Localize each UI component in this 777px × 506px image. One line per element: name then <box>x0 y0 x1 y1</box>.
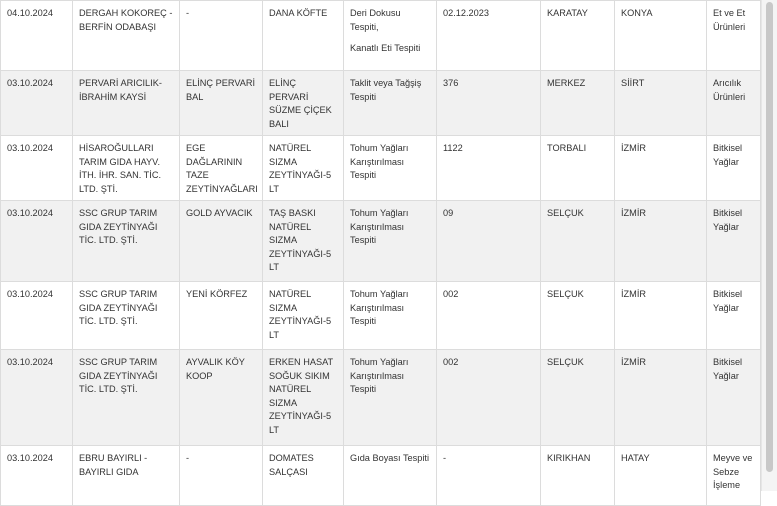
cell-category: Bitkisel Yağlar <box>706 135 761 201</box>
violation-text: Tohum Yağları Karıştırılması Tespiti <box>350 143 409 180</box>
cell-product: TAŞ BASKI NATÜREL SIZMA ZEYTİNYAĞI-5 LT <box>262 200 344 282</box>
cell-date: 03.10.2024 <box>0 200 73 282</box>
cell-lot: 09 <box>436 200 541 282</box>
table-row: 03.10.2024 PERVARİ ARICILIK- İBRAHİM KAYS… <box>0 70 761 136</box>
cell-brand: GOLD AYVACIK <box>179 200 263 282</box>
cell-company: SSC GRUP TARIM GIDA ZEYTİNYAĞI TİC. LTD.… <box>72 281 180 350</box>
cell-company: SSC GRUP TARIM GIDA ZEYTİNYAĞI TİC. LTD.… <box>72 200 180 282</box>
violation-text: Gıda Boyası Tespiti <box>350 453 429 463</box>
cell-lot: 1122 <box>436 135 541 201</box>
cell-district: SELÇUK <box>540 349 615 446</box>
table-row: 03.10.2024 SSC GRUP TARIM GIDA ZEYTİNYAĞI… <box>0 349 761 446</box>
cell-brand: EGE DAĞLARININ TAZE ZEYTİNYAĞLARI <box>179 135 263 201</box>
table-row: 03.10.2024 HİSAROĞULLARI TARIM GIDA HAYV.… <box>0 135 761 201</box>
violation-text: Taklit veya Tağşiş Tespiti <box>350 78 422 102</box>
vertical-scrollbar[interactable] <box>761 0 777 491</box>
cell-brand: ELİNÇ PERVARİ BAL <box>179 70 263 136</box>
cell-city: İZMİR <box>614 349 707 446</box>
cell-city: İZMİR <box>614 200 707 282</box>
cell-category: Bitkisel Yağlar <box>706 281 761 350</box>
cell-lot: 376 <box>436 70 541 136</box>
table-body: 04.10.2024 DERGAH KOKOREÇ - BERFİN ODABAŞ… <box>0 0 761 506</box>
cell-category: Meyve ve Sebze İşleme <box>706 445 761 506</box>
food-violation-table: 04.10.2024 DERGAH KOKOREÇ - BERFİN ODABAŞ… <box>0 0 761 506</box>
cell-date: 03.10.2024 <box>0 349 73 446</box>
cell-product: NATÜREL SIZMA ZEYTİNYAĞI-5 LT <box>262 135 344 201</box>
cell-company: PERVARİ ARICILIK- İBRAHİM KAYSİ <box>72 70 180 136</box>
cell-violation: Tohum Yağları Karıştırılması Tespiti <box>343 200 437 282</box>
cell-company: HİSAROĞULLARI TARIM GIDA HAYV. İTH. İHR.… <box>72 135 180 201</box>
violation-text: Tohum Yağları Karıştırılması Tespiti <box>350 208 409 245</box>
cell-violation: Tohum Yağları Karıştırılması Tespiti <box>343 135 437 201</box>
cell-district: KIRIKHAN <box>540 445 615 506</box>
cell-violation: Tohum Yağları Karıştırılması Tespiti <box>343 281 437 350</box>
cell-company: EBRU BAYIRLI - BAYIRLI GIDA <box>72 445 180 506</box>
violation-text: Tohum Yağları Karıştırılması Tespiti <box>350 289 409 326</box>
cell-district: KARATAY <box>540 0 615 71</box>
cell-product: ELİNÇ PERVARİ SÜZME ÇİÇEK BALI <box>262 70 344 136</box>
cell-category: Bitkisel Yağlar <box>706 200 761 282</box>
cell-brand: AYVALIK KÖY KOOP <box>179 349 263 446</box>
cell-lot: 02.12.2023 <box>436 0 541 71</box>
cell-company: DERGAH KOKOREÇ - BERFİN ODABAŞI <box>72 0 180 71</box>
cell-category: Arıcılık Ürünleri <box>706 70 761 136</box>
cell-district: MERKEZ <box>540 70 615 136</box>
cell-company: SSC GRUP TARIM GIDA ZEYTİNYAĞI TİC. LTD.… <box>72 349 180 446</box>
cell-district: SELÇUK <box>540 281 615 350</box>
table-row: 03.10.2024 SSC GRUP TARIM GIDA ZEYTİNYAĞI… <box>0 281 761 350</box>
cell-violation: Taklit veya Tağşiş Tespiti <box>343 70 437 136</box>
table-row: 03.10.2024 EBRU BAYIRLI - BAYIRLI GIDA - DO… <box>0 445 761 506</box>
cell-city: SİİRT <box>614 70 707 136</box>
cell-district: SELÇUK <box>540 200 615 282</box>
violation-text-second: Kanatlı Eti Tespiti <box>350 43 421 53</box>
cell-brand: YENİ KÖRFEZ <box>179 281 263 350</box>
table-row: 04.10.2024 DERGAH KOKOREÇ - BERFİN ODABAŞ… <box>0 0 761 71</box>
cell-date: 03.10.2024 <box>0 281 73 350</box>
cell-category: Bitkisel Yağlar <box>706 349 761 446</box>
table-row: 03.10.2024 SSC GRUP TARIM GIDA ZEYTİNYAĞI… <box>0 200 761 282</box>
cell-brand: - <box>179 0 263 71</box>
cell-city: KONYA <box>614 0 707 71</box>
cell-lot: 002 <box>436 349 541 446</box>
cell-violation: Deri Dokusu Tespiti, Kanatlı Eti Tespiti <box>343 0 437 71</box>
scrollbar-thumb[interactable] <box>766 2 773 472</box>
cell-brand: - <box>179 445 263 506</box>
cell-product: NATÜREL SIZMA ZEYTİNYAĞI-5 LT <box>262 281 344 350</box>
cell-product: ERKEN HASAT SOĞUK SIKIM NATÜREL SIZMA ZE… <box>262 349 344 446</box>
cell-city: İZMİR <box>614 135 707 201</box>
cell-date: 03.10.2024 <box>0 70 73 136</box>
violation-text: Deri Dokusu Tespiti, <box>350 8 401 32</box>
cell-product: DANA KÖFTE <box>262 0 344 71</box>
cell-date: 04.10.2024 <box>0 0 73 71</box>
cell-lot: 002 <box>436 281 541 350</box>
cell-date: 03.10.2024 <box>0 445 73 506</box>
cell-violation: Tohum Yağları Karıştırılması Tespiti <box>343 349 437 446</box>
cell-city: İZMİR <box>614 281 707 350</box>
cell-district: TORBALI <box>540 135 615 201</box>
cell-city: HATAY <box>614 445 707 506</box>
cell-date: 03.10.2024 <box>0 135 73 201</box>
cell-category: Et ve Et Ürünleri <box>706 0 761 71</box>
cell-violation: Gıda Boyası Tespiti <box>343 445 437 506</box>
cell-product: DOMATES SALÇASI <box>262 445 344 506</box>
violation-text: Tohum Yağları Karıştırılması Tespiti <box>350 357 409 394</box>
cell-lot: - <box>436 445 541 506</box>
